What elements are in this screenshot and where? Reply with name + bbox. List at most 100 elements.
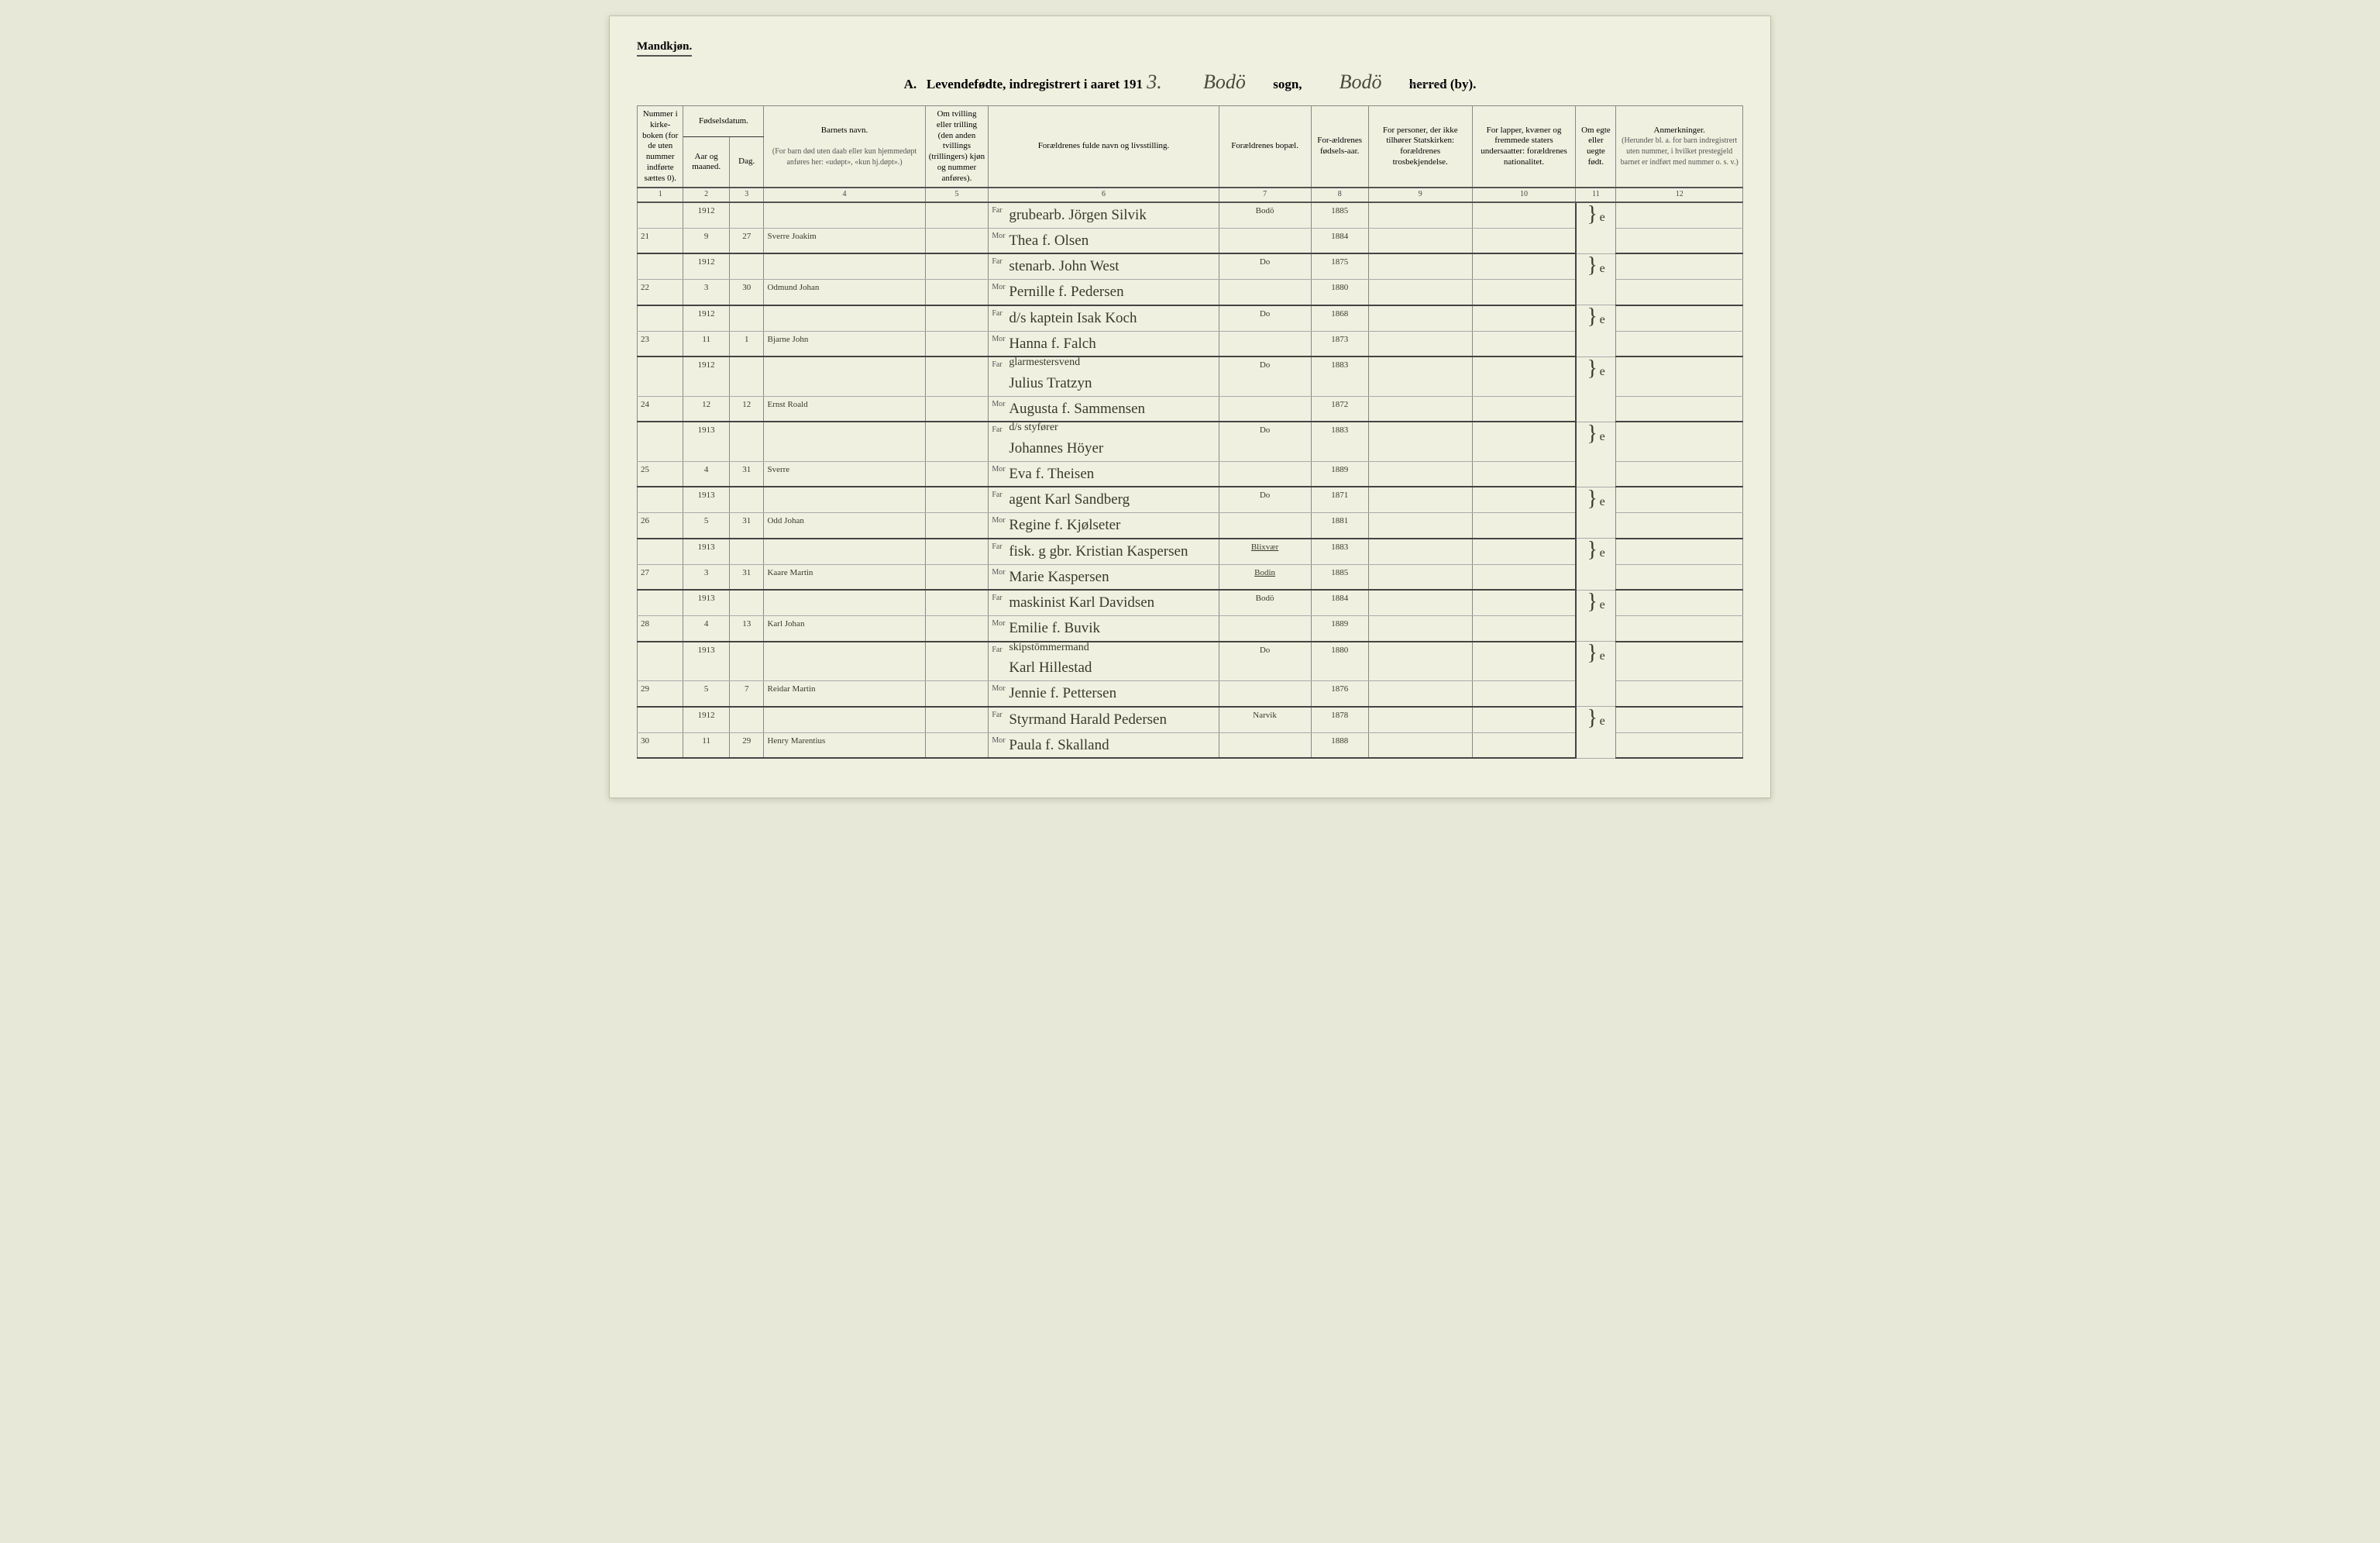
residence-top: Do [1219, 253, 1311, 279]
child-name: Kaare Martin [764, 564, 925, 590]
col-header-11: Om egte eller uegte født. [1576, 106, 1616, 188]
remarks-cell [1616, 564, 1743, 590]
father-birth-year: 1885 [1311, 202, 1368, 228]
residence-top: Do [1219, 642, 1311, 681]
child-name-blank [764, 590, 925, 615]
birth-year: 1912 [683, 707, 729, 732]
residence-bot [1219, 228, 1311, 253]
nationality-cell [1472, 305, 1576, 331]
mother-name: Marie Kaspersen [1009, 568, 1109, 587]
father-name: fisk. g gbr. Kristian Kaspersen [1009, 542, 1188, 561]
register-table: Nummer i kirke-boken (for de uten nummer… [637, 105, 1743, 759]
mother-birth-year: 1873 [1311, 331, 1368, 356]
colnum-12: 12 [1616, 188, 1743, 202]
twin-cell [925, 422, 989, 461]
father-occupation-prefix: skipstömmermand [1009, 641, 1089, 655]
nationality-cell [1472, 564, 1576, 590]
twin-cell [925, 305, 989, 331]
residence-top: Do [1219, 487, 1311, 512]
bracket-icon: } [1587, 305, 1597, 329]
child-name-blank [764, 642, 925, 681]
birth-day: 7 [729, 681, 764, 707]
mother-name: Hanna f. Falch [1009, 335, 1095, 353]
birth-month: 11 [683, 331, 729, 356]
col-header-8: For-ældrenes fødsels-aar. [1311, 106, 1368, 188]
mother-cell: MorHanna f. Falch [989, 331, 1219, 356]
mother-birth-year: 1876 [1311, 681, 1368, 707]
twin-cell [925, 228, 989, 253]
child-name: Henry Marentius [764, 732, 925, 758]
remarks-cell [1616, 253, 1743, 279]
birth-year: 1913 [683, 590, 729, 615]
mor-label: Mor [992, 684, 1009, 694]
remarks-cell [1616, 461, 1743, 487]
register-page: Mandkjøn. A. Levendefødte, indregistrert… [609, 15, 1771, 798]
birth-day-blank [729, 305, 764, 331]
father-name: d/s kaptein Isak Koch [1009, 309, 1137, 328]
child-name-blank [764, 487, 925, 512]
birth-year: 1913 [683, 487, 729, 512]
record-number-blank [638, 539, 683, 564]
nationality-cell [1472, 513, 1576, 539]
title-main: Levendefødte, indregistrert i aaret 191 [927, 77, 1143, 91]
bracket-icon: } [1587, 538, 1597, 562]
birth-day: 31 [729, 564, 764, 590]
residence-top: Do [1219, 356, 1311, 396]
birth-day: 29 [729, 732, 764, 758]
remarks-cell [1616, 732, 1743, 758]
mor-label: Mor [992, 568, 1009, 578]
record-number: 24 [638, 396, 683, 422]
residence-bot [1219, 616, 1311, 642]
title-line: A. Levendefødte, indregistrert i aaret 1… [637, 71, 1743, 94]
legitimacy-cell: } e [1576, 707, 1616, 759]
mother-cell: MorEva f. Theisen [989, 461, 1219, 487]
nationality-cell [1472, 461, 1576, 487]
residence-bot [1219, 280, 1311, 305]
father-cell: Farglarmestersvend Julius Tratzyn [989, 356, 1219, 396]
bracket-icon: } [1587, 706, 1597, 730]
mother-cell: MorAugusta f. Sammensen [989, 396, 1219, 422]
father-occupation-prefix: glarmestersvend [1009, 356, 1080, 370]
father-birth-year: 1875 [1311, 253, 1368, 279]
legitimacy-cell: } e [1576, 539, 1616, 591]
twin-cell [925, 356, 989, 396]
father-name: Styrmand Harald Pedersen [1009, 711, 1167, 729]
religion-cell [1368, 202, 1472, 228]
birth-year: 1912 [683, 305, 729, 331]
father-name: stenarb. John West [1009, 257, 1119, 276]
mother-birth-year: 1888 [1311, 732, 1368, 758]
far-label: Far [992, 542, 1009, 553]
record-number: 27 [638, 564, 683, 590]
residence-bot [1219, 461, 1311, 487]
record-number-blank [638, 253, 683, 279]
twin-cell [925, 642, 989, 681]
father-birth-year: 1883 [1311, 422, 1368, 461]
by-label: (by). [1450, 77, 1477, 91]
twin-cell [925, 331, 989, 356]
mor-label: Mor [992, 400, 1009, 410]
father-birth-year: 1883 [1311, 539, 1368, 564]
religion-cell [1368, 331, 1472, 356]
record-number: 21 [638, 228, 683, 253]
twin-cell [925, 707, 989, 732]
legitimacy-value: e [1600, 313, 1605, 326]
table-head: Nummer i kirke-boken (for de uten nummer… [638, 106, 1743, 202]
mother-cell: MorPaula f. Skalland [989, 732, 1219, 758]
birth-day: 31 [729, 513, 764, 539]
table-row: 1912 Farglarmestersvend Julius TratzynDo… [638, 356, 1743, 396]
father-cell: Fard/s kaptein Isak Koch [989, 305, 1219, 331]
col-header-5: Om tvilling eller trilling (den anden tv… [925, 106, 989, 188]
colnum-9: 9 [1368, 188, 1472, 202]
colnum-10: 10 [1472, 188, 1576, 202]
bracket-icon: } [1587, 487, 1597, 511]
page-header: Mandkjøn. A. Levendefødte, indregistrert… [637, 40, 1743, 94]
father-name: maskinist Karl Davidsen [1009, 594, 1154, 612]
residence-top: Bodö [1219, 202, 1311, 228]
birth-day-blank [729, 202, 764, 228]
mor-label: Mor [992, 736, 1009, 746]
religion-cell [1368, 590, 1472, 615]
bracket-icon: } [1587, 253, 1597, 277]
remarks-cell [1616, 487, 1743, 512]
record-number: 30 [638, 732, 683, 758]
column-number-row: 1 2 3 4 5 6 7 8 9 10 11 12 [638, 188, 1743, 202]
